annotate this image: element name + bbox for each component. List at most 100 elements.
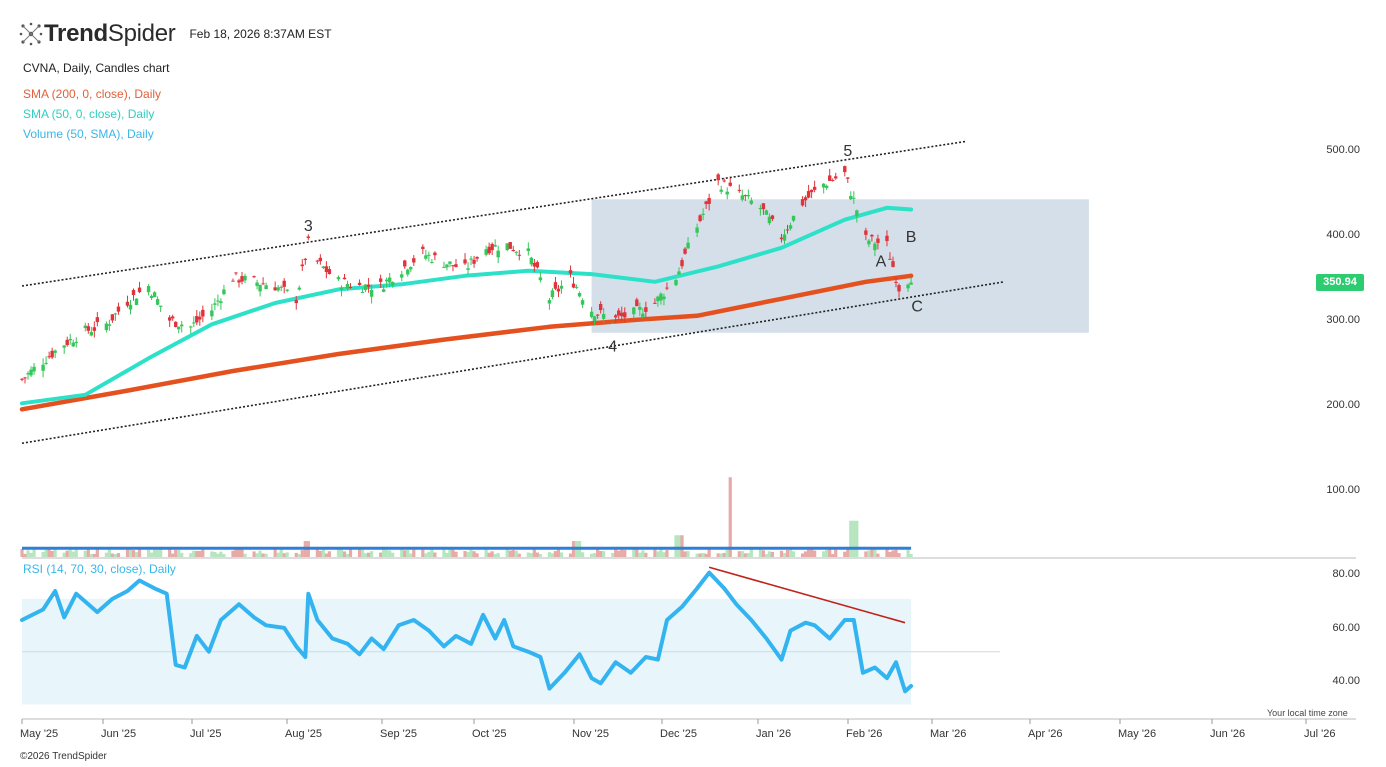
legend-sma50[interactable]: SMA (50, 0, close), Daily [23,107,155,121]
volume-bar [656,551,660,557]
volume-bar [282,553,286,557]
volume-bar [825,549,829,557]
volume-bar [807,549,811,557]
sma50-line [20,205,914,406]
candle-body [589,311,594,318]
volume-bar [363,553,368,557]
candle-body [409,267,413,270]
volume-bar [273,549,277,557]
candle-body [252,276,256,278]
candle-body [806,191,811,198]
candle-body [535,262,540,268]
volume-bar [517,553,521,557]
candle-body [577,293,582,297]
volume-bar [442,548,446,557]
candle-body [701,213,705,215]
volume-bar [831,554,835,557]
candle-body [761,203,766,210]
x-tick: May '25 [20,728,59,740]
volume-bar [300,550,304,557]
volume-bar [493,554,497,557]
candle-body [683,248,687,254]
volume-bar [846,549,850,557]
candle-body [496,250,500,258]
volume-bar [32,548,36,557]
legend-volume[interactable]: Volume (50, SMA), Daily [23,127,154,141]
x-tick: Apr '26 [1028,728,1063,740]
volume-bar [92,553,96,557]
volume-bar [559,552,564,557]
volume-bar [897,553,901,557]
candle-body [327,269,332,274]
volume-bar [222,554,226,557]
volume-bar [47,548,51,557]
volume-bar [406,549,410,557]
timezone-note: Your local time zone [1267,708,1348,718]
volume-bar [95,548,99,557]
volume-bar [137,548,142,557]
volume-bar [445,552,449,557]
volume-bar [737,551,741,557]
candle-body [339,287,344,290]
candle-body [698,215,702,222]
volume-bar [490,551,494,557]
trendspider-logo-icon [19,22,43,46]
candle-body [363,284,368,291]
volume-bar [885,549,889,557]
candle-body [644,307,648,312]
volume-bar [593,553,597,557]
candle-body [433,252,437,256]
volume-bar [261,553,265,557]
candle-body [71,342,75,347]
volume-bar [722,552,726,557]
legend-rsi[interactable]: RSI (14, 70, 30, close), Daily [23,562,176,576]
volume-bar [412,549,416,557]
candle-body [803,197,808,201]
candle-body [412,258,416,263]
candle-body [95,317,100,323]
volume-bar [168,548,172,557]
volume-bar [556,548,561,557]
volume-bar [580,552,585,557]
volume-bar [451,549,455,557]
header: TrendSpider Feb 18, 2026 8:37AM EST [18,20,332,48]
candle-body [47,356,51,358]
volume-bar [701,553,705,557]
volume-bar [379,552,383,557]
volume-bar [285,552,289,557]
candle-body [592,316,597,321]
candle-body [556,288,561,292]
volume-bar [421,549,425,557]
candle-body [659,293,663,301]
volume-bar [472,551,476,557]
candle-body [855,210,859,217]
volume-bar [210,551,214,557]
candle-body [559,285,564,289]
x-tick: Mar '26 [930,728,967,740]
volume-bar [550,553,555,557]
legend-sma200[interactable]: SMA (200, 0, close), Daily [23,87,162,101]
candle-body [258,284,262,292]
candle-body [550,290,555,298]
candle-body [885,235,889,242]
volume-bar [749,549,753,557]
candle-body [834,176,838,179]
candle-body [421,246,425,250]
volume-bar [888,552,892,557]
candle-body [505,243,509,251]
volume-bar [508,550,512,557]
candle-body [406,269,410,275]
candle-body [306,236,311,239]
copyright-footer: ©2026 TrendSpider [20,751,107,762]
candle-body [843,166,847,173]
candle-body [620,312,624,317]
volume-bar [623,550,627,557]
candle-body [62,345,66,348]
candle-body [894,281,898,283]
volume-bar [785,549,790,557]
candle-body [785,229,790,231]
volume-bar [339,548,344,557]
volume-bar [243,553,247,557]
volume-bar [638,552,642,557]
